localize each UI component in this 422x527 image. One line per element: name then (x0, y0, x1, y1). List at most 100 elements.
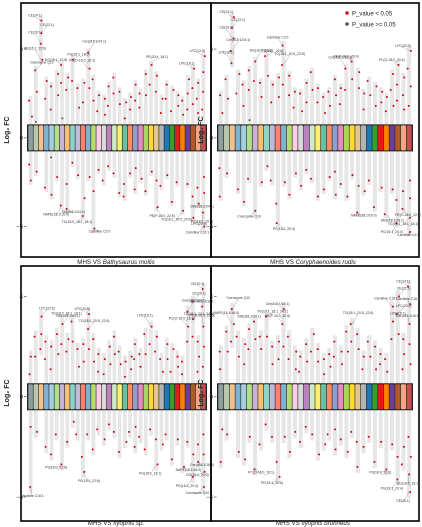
data-point-significant (271, 83, 274, 86)
data-point-significant (316, 348, 319, 351)
lipid-annotation-label: SM(d18:2/24:1) (190, 205, 213, 209)
y-tick-label: 5 (20, 47, 24, 53)
data-point-significant (201, 365, 204, 368)
data-point-significant (248, 328, 251, 331)
lipid-annotation-label: SM(d18:1/24:1) (56, 314, 79, 318)
class-strip-segment (127, 125, 133, 151)
class-strip-segment (246, 384, 252, 410)
data-point-significant (92, 99, 95, 102)
class-strip-segment (148, 125, 154, 151)
annotation-leader-line (186, 64, 193, 69)
class-strip-segment (70, 125, 75, 151)
legend-marker-nonsignificant (345, 22, 349, 26)
class-strip-segment (229, 384, 235, 410)
class-strip-segment (252, 125, 258, 151)
data-point-significant (186, 108, 189, 111)
data-point-significant (123, 117, 126, 120)
class-strip-segment (195, 125, 201, 151)
class-strip-segment (59, 384, 65, 410)
data-point-significant (219, 460, 222, 463)
class-strip-segment (96, 384, 101, 410)
annotation-leader-line (197, 284, 204, 290)
data-point-significant (186, 440, 189, 443)
data-point-significant (229, 49, 232, 52)
class-strip-segment (96, 125, 101, 151)
class-strip-segment (241, 125, 247, 151)
data-point-significant (83, 470, 86, 473)
data-point-significant (264, 55, 267, 58)
annotation-leader-line (201, 302, 204, 307)
class-strip-segment (54, 125, 60, 151)
data-point-significant (67, 338, 70, 341)
data-point-significant (299, 355, 302, 358)
data-point-significant (408, 473, 411, 476)
class-column-band (180, 96, 185, 216)
data-point-significant (130, 368, 133, 371)
data-point-significant (40, 32, 43, 35)
data-point-significant (202, 433, 205, 436)
data-point-significant (378, 363, 381, 366)
data-point-significant (144, 190, 147, 193)
class-strip-segment (338, 384, 344, 410)
data-point-significant (122, 195, 125, 198)
x-axis-label-species: Bathysaurus mollis (103, 259, 155, 266)
data-point-significant (181, 373, 184, 376)
data-point-significant (113, 335, 116, 338)
data-point-significant (221, 112, 224, 115)
class-strip-segment (112, 384, 117, 410)
data-point-significant (165, 83, 168, 86)
legend-label-nonsignificant: P_value >= 0.05 (352, 23, 396, 29)
class-strip-segment (378, 384, 384, 410)
data-point-significant (299, 440, 302, 443)
data-point-significant (277, 96, 280, 99)
lipid-annotation-label: PS(18:0_22:6) (369, 470, 391, 474)
lipid-annotation-label: DG(16:0_18:1) (397, 481, 419, 485)
class-strip-segment (286, 384, 292, 410)
class-strip-segment (338, 125, 344, 151)
class-strip-segment (360, 125, 367, 151)
data-point-significant (356, 211, 359, 214)
data-point-significant (332, 355, 335, 358)
data-point-significant (409, 490, 412, 493)
data-point-significant (340, 350, 343, 353)
data-point-significant (232, 323, 235, 326)
data-point-significant (351, 174, 354, 177)
data-point-significant (258, 443, 261, 446)
data-point-significant (133, 358, 136, 361)
data-point-significant (345, 330, 348, 333)
data-point-significant (125, 101, 128, 104)
data-point-significant (269, 179, 272, 182)
data-point-significant (54, 433, 57, 436)
data-point-significant (138, 435, 141, 438)
panel-plot-area: −5 0 5 CE(24:1) CE(22:1) CE(20:1) Carnitine C2… (16, 14, 214, 235)
data-point-significant (265, 315, 268, 318)
data-point-significant (118, 90, 121, 93)
class-strip-segment (106, 384, 112, 410)
annotation-leader-line (391, 223, 398, 234)
data-point-significant (316, 101, 319, 104)
data-point-significant (57, 72, 60, 75)
data-point-significant (328, 175, 331, 178)
class-strip-segment (190, 384, 196, 410)
data-point-significant (87, 313, 90, 316)
lipid-annotation-label: Carnitine C16:1 (186, 231, 210, 235)
class-strip-segment (355, 384, 361, 410)
lipid-annotation-label: Carnitine C4:0 (397, 233, 419, 237)
data-point-significant (339, 87, 342, 90)
data-point-significant (230, 308, 233, 311)
annotation-leader-line (266, 312, 273, 317)
class-strip-segment (355, 125, 361, 151)
annotation-leader-line (277, 317, 284, 325)
data-point-significant (134, 167, 137, 170)
lipid-annotation-label: TG(18:1_20:5_22:6) (343, 311, 374, 315)
data-point-significant (401, 207, 404, 210)
annotation-leader-line (266, 52, 273, 57)
lipid-annotation-label: LPC(20:5) (191, 222, 206, 226)
data-point-significant (202, 485, 205, 488)
annotation-leader-line (403, 282, 410, 287)
data-point-significant (396, 83, 399, 86)
data-point-significant (170, 200, 173, 203)
data-point-significant (409, 85, 412, 88)
data-point-significant (266, 165, 269, 168)
data-point-significant (148, 343, 151, 346)
